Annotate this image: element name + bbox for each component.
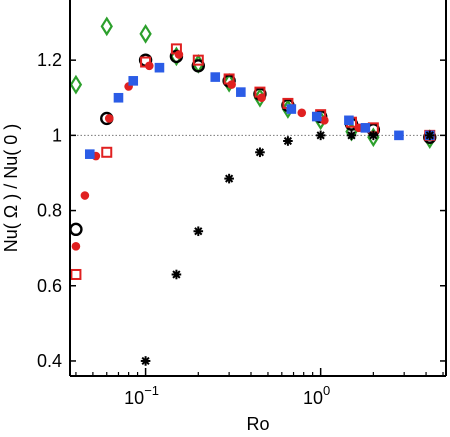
x-axis-label: Ro bbox=[246, 414, 269, 434]
data-point-circle-filled bbox=[71, 241, 81, 251]
data-point-square-filled bbox=[286, 104, 297, 114]
data-point-asterisk bbox=[315, 130, 326, 141]
y-tick-label: 0.4 bbox=[37, 351, 62, 371]
data-point-square-filled bbox=[236, 87, 246, 97]
data-point-circle-filled bbox=[145, 61, 154, 71]
plot-area bbox=[70, 0, 446, 376]
data-point-asterisk bbox=[283, 136, 293, 146]
data-point-square-filled bbox=[128, 76, 139, 86]
data-point-circle-filled bbox=[320, 116, 329, 125]
x-tick-label: 100 bbox=[303, 383, 330, 408]
data-point-square-filled bbox=[344, 115, 354, 126]
y-tick-label: 1 bbox=[52, 125, 62, 145]
data-point-asterisk bbox=[424, 130, 435, 141]
data-point-diamond-open bbox=[222, 72, 236, 93]
data-point-asterisk bbox=[193, 226, 204, 237]
data-point-diamond-open bbox=[100, 16, 113, 37]
data-point-diamond-open bbox=[139, 23, 152, 44]
y-tick-label: 1.2 bbox=[37, 50, 62, 70]
data-point-circle-filled bbox=[257, 93, 266, 103]
data-point-asterisk bbox=[140, 356, 151, 366]
series-asterisk bbox=[140, 130, 435, 366]
data-point-asterisk bbox=[171, 269, 182, 280]
data-point-square-filled bbox=[84, 149, 95, 159]
data-point-asterisk bbox=[255, 147, 265, 158]
data-point-square-filled bbox=[394, 130, 404, 141]
y-axis-label: Nu( Ω ) / Nu( 0 ) bbox=[1, 124, 21, 252]
data-point-square-open bbox=[101, 146, 113, 158]
data-point-asterisk bbox=[224, 173, 234, 184]
data-point-circle-filled bbox=[104, 114, 114, 123]
data-point-asterisk bbox=[368, 130, 379, 141]
y-tick-label: 0.6 bbox=[37, 276, 62, 296]
data-point-asterisk bbox=[346, 130, 357, 141]
data-point-circle-open bbox=[191, 59, 205, 73]
data-point-circle-filled bbox=[227, 80, 236, 89]
data-point-diamond-open bbox=[69, 74, 83, 95]
data-point-square-filled bbox=[360, 123, 371, 133]
x-tick-label-base: 10 bbox=[303, 388, 323, 408]
data-point-square-filled bbox=[154, 62, 165, 73]
data-point-square-filled bbox=[311, 111, 322, 122]
data-point-circle-filled bbox=[80, 191, 90, 200]
x-tick-label-base: 10 bbox=[124, 388, 144, 408]
data-point-square-filled bbox=[210, 72, 221, 82]
data-point-square-open bbox=[70, 268, 82, 280]
data-point-square-filled bbox=[113, 92, 124, 103]
x-tick-label: 10−1 bbox=[124, 383, 159, 408]
x-tick-label-exponent: −1 bbox=[144, 383, 159, 398]
x-tick-label-exponent: 0 bbox=[323, 383, 330, 398]
y-tick-label: 0.8 bbox=[37, 201, 62, 221]
data-point-circle-filled bbox=[297, 108, 307, 118]
data-point-circle-filled bbox=[174, 50, 184, 59]
data-point-square-open bbox=[192, 54, 204, 66]
